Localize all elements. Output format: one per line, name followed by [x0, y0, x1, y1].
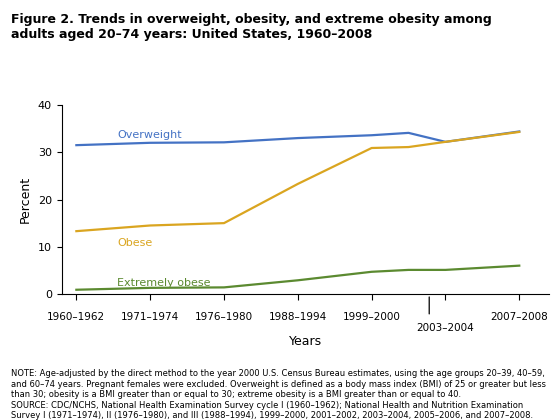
Text: 1988–1994: 1988–1994 [269, 312, 327, 322]
Text: Figure 2. Trends in overweight, obesity, and extreme obesity among
adults aged 2: Figure 2. Trends in overweight, obesity,… [11, 13, 492, 41]
X-axis label: Years: Years [288, 335, 322, 348]
Text: Obese: Obese [117, 238, 152, 248]
Text: 2007–2008: 2007–2008 [491, 312, 548, 322]
Text: 1976–1980: 1976–1980 [195, 312, 253, 322]
Y-axis label: Percent: Percent [19, 176, 32, 223]
Text: 1999–2000: 1999–2000 [343, 312, 400, 322]
Text: 2003–2004: 2003–2004 [417, 323, 474, 333]
Text: 1960–1962: 1960–1962 [47, 312, 105, 322]
Text: 1971–1974: 1971–1974 [121, 312, 179, 322]
Text: Overweight: Overweight [117, 131, 181, 140]
Text: NOTE: Age-adjusted by the direct method to the year 2000 U.S. Census Bureau esti: NOTE: Age-adjusted by the direct method … [11, 370, 546, 420]
Text: Extremely obese: Extremely obese [117, 278, 211, 288]
